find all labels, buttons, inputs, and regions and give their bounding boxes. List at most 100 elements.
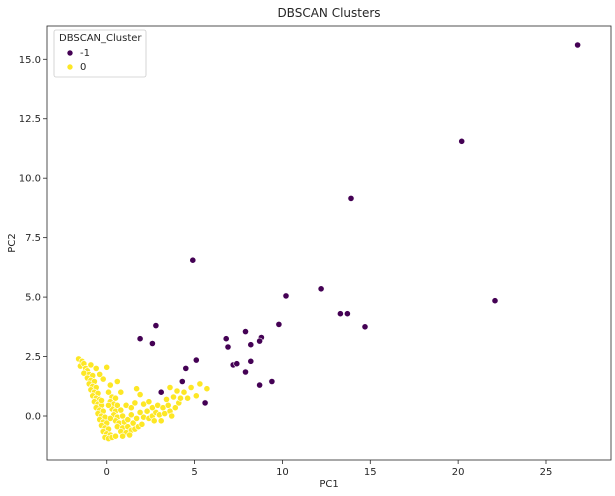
data-point-cluster-neg1 xyxy=(268,378,276,385)
data-point-cluster-0 xyxy=(177,394,184,402)
data-point-cluster-0 xyxy=(163,395,170,403)
data-point-cluster-0 xyxy=(157,417,165,425)
legend-title: DBSCAN_Cluster xyxy=(59,33,142,44)
data-point-cluster-0 xyxy=(106,414,114,422)
data-point-cluster-0 xyxy=(105,401,112,409)
data-point-cluster-neg1 xyxy=(242,328,249,335)
data-point-cluster-0 xyxy=(129,419,137,427)
legend-box xyxy=(53,29,147,78)
data-point-cluster-0 xyxy=(164,401,172,409)
legend-label-neg1: -1 xyxy=(80,48,90,59)
data-point-cluster-0 xyxy=(87,361,95,369)
x-tick-label: 0 xyxy=(104,467,110,478)
data-point-cluster-0 xyxy=(145,398,153,406)
y-axis-label: PC2 xyxy=(7,233,18,252)
data-point-cluster-neg1 xyxy=(491,297,499,305)
points-layer xyxy=(75,41,581,442)
data-point-cluster-0 xyxy=(98,397,105,404)
data-point-cluster-0 xyxy=(112,432,119,440)
data-point-cluster-neg1 xyxy=(182,364,190,372)
data-point-cluster-neg1 xyxy=(222,335,230,343)
data-point-cluster-neg1 xyxy=(224,343,232,351)
y-tick-label: 15.0 xyxy=(19,55,41,66)
data-point-cluster-0 xyxy=(92,364,100,372)
data-point-cluster-0 xyxy=(127,411,135,419)
data-point-cluster-neg1 xyxy=(152,322,160,329)
data-point-cluster-0 xyxy=(150,417,158,425)
x-axis-label: PC1 xyxy=(319,479,338,490)
data-point-cluster-0 xyxy=(168,412,176,420)
data-point-cluster-0 xyxy=(127,404,135,412)
data-point-cluster-0 xyxy=(133,414,140,422)
data-point-cluster-neg1 xyxy=(317,285,325,293)
data-point-cluster-0 xyxy=(133,385,140,393)
data-point-cluster-0 xyxy=(119,432,126,440)
data-point-cluster-0 xyxy=(124,416,132,423)
data-point-cluster-neg1 xyxy=(574,41,581,49)
data-point-cluster-0 xyxy=(170,393,177,401)
data-point-cluster-0 xyxy=(143,407,151,415)
data-point-cluster-neg1 xyxy=(361,323,369,331)
data-point-cluster-neg1 xyxy=(148,340,156,347)
x-axis-ticks: 0 5 10 15 20 25 xyxy=(104,460,553,478)
x-tick-label: 5 xyxy=(191,467,197,478)
data-point-cluster-neg1 xyxy=(347,194,355,202)
x-tick-label: 25 xyxy=(540,467,553,478)
data-point-cluster-neg1 xyxy=(189,256,197,264)
data-point-cluster-0 xyxy=(96,370,104,378)
data-point-cluster-neg1 xyxy=(458,137,466,145)
data-point-cluster-0 xyxy=(99,375,107,383)
data-point-cluster-0 xyxy=(171,404,179,412)
plot-frame xyxy=(46,25,612,461)
x-tick-label: 10 xyxy=(276,467,289,478)
y-axis-ticks: 0.0 2.5 5.0 7.5 10.0 12.5 15.0 xyxy=(19,55,47,423)
y-tick-label: 0.0 xyxy=(25,412,41,423)
data-point-cluster-0 xyxy=(138,420,146,428)
data-point-cluster-0 xyxy=(184,394,191,402)
y-tick-label: 10.0 xyxy=(19,174,41,185)
data-point-cluster-neg1 xyxy=(136,335,144,343)
data-point-cluster-neg1 xyxy=(275,320,283,328)
data-point-cluster-0 xyxy=(136,391,144,398)
y-tick-label: 2.5 xyxy=(25,352,41,363)
data-point-cluster-0 xyxy=(117,388,125,396)
data-point-cluster-0 xyxy=(187,384,195,391)
data-point-cluster-0 xyxy=(106,381,114,389)
data-point-cluster-neg1 xyxy=(343,310,351,318)
data-point-cluster-0 xyxy=(113,378,121,385)
data-point-cluster-0 xyxy=(192,392,200,400)
data-point-cluster-neg1 xyxy=(256,337,263,345)
data-point-cluster-neg1 xyxy=(256,381,263,389)
data-point-cluster-neg1 xyxy=(178,378,186,385)
data-point-cluster-0 xyxy=(126,431,134,439)
legend-label-0: 0 xyxy=(80,62,86,73)
data-point-cluster-neg1 xyxy=(201,399,209,407)
data-point-cluster-0 xyxy=(136,408,144,416)
x-tick-label: 15 xyxy=(364,467,377,478)
data-point-cluster-0 xyxy=(173,387,181,395)
data-point-cluster-neg1 xyxy=(336,310,344,318)
data-point-cluster-0 xyxy=(166,384,174,391)
data-point-cluster-neg1 xyxy=(247,357,255,365)
y-tick-label: 12.5 xyxy=(19,114,41,125)
data-point-cluster-0 xyxy=(105,388,112,396)
data-point-cluster-0 xyxy=(117,406,125,414)
data-point-cluster-0 xyxy=(180,388,188,396)
data-point-cluster-neg1 xyxy=(282,292,290,300)
y-tick-label: 5.0 xyxy=(25,293,41,304)
data-point-cluster-neg1 xyxy=(242,368,249,376)
legend-marker-0 xyxy=(66,63,74,71)
data-point-cluster-neg1 xyxy=(233,360,241,368)
data-point-cluster-neg1 xyxy=(192,356,200,364)
legend-marker-neg1 xyxy=(66,49,74,57)
data-point-cluster-0 xyxy=(103,363,111,371)
chart-title: DBSCAN Clusters xyxy=(277,6,380,20)
data-point-cluster-neg1 xyxy=(157,388,165,396)
data-point-cluster-0 xyxy=(131,399,139,407)
data-point-cluster-0 xyxy=(196,380,204,388)
x-tick-label: 20 xyxy=(452,467,465,478)
data-point-cluster-0 xyxy=(203,385,211,393)
y-tick-label: 7.5 xyxy=(25,233,41,244)
